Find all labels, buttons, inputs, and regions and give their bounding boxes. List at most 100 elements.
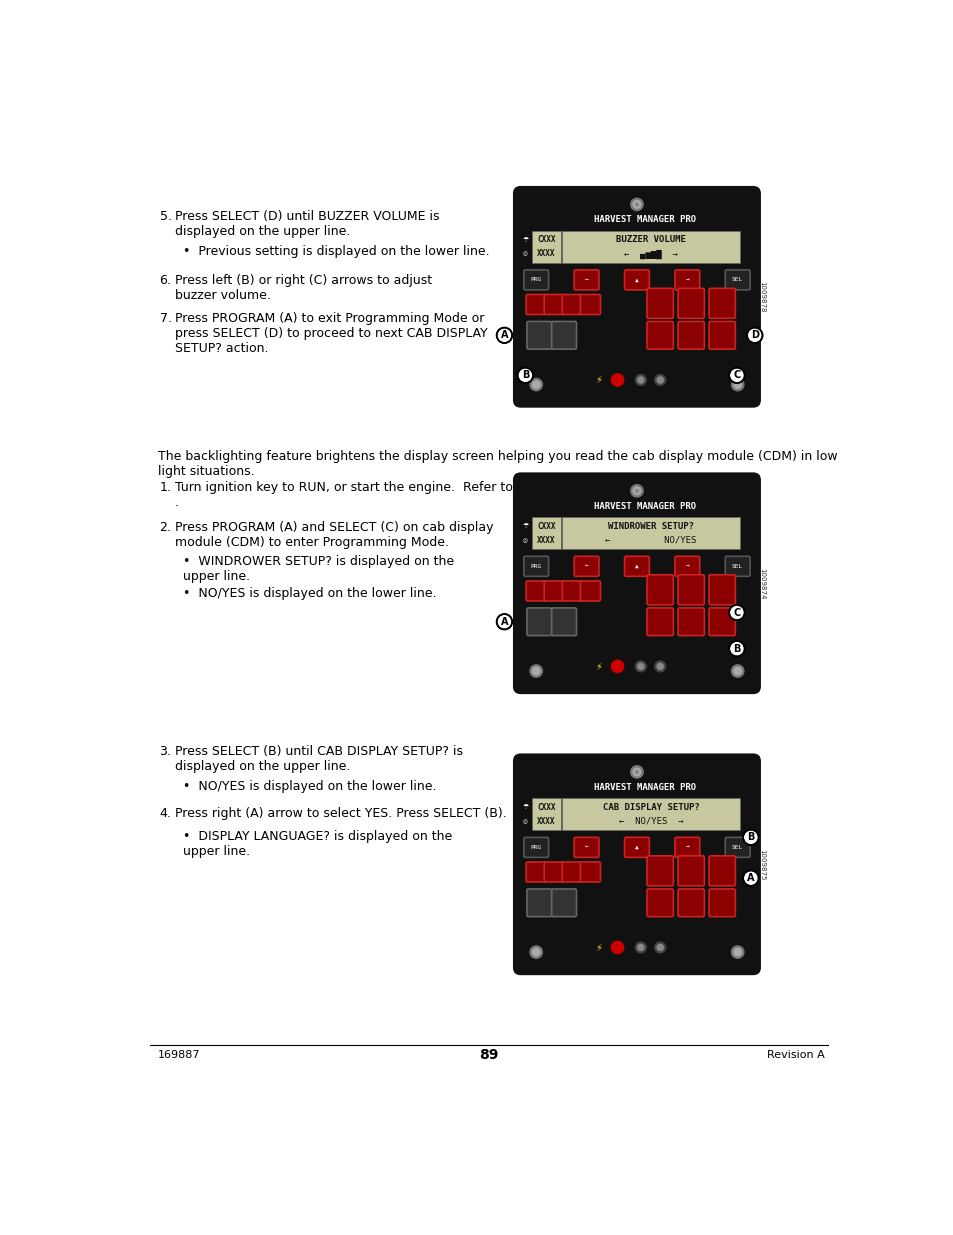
Text: 1009875: 1009875	[759, 848, 764, 881]
FancyBboxPatch shape	[525, 580, 546, 601]
FancyBboxPatch shape	[561, 294, 582, 315]
Circle shape	[633, 487, 640, 495]
Text: ⚡: ⚡	[594, 662, 601, 672]
FancyBboxPatch shape	[708, 889, 735, 916]
Text: A: A	[500, 616, 508, 626]
FancyBboxPatch shape	[517, 190, 756, 403]
FancyBboxPatch shape	[579, 862, 599, 882]
Circle shape	[657, 945, 662, 951]
FancyBboxPatch shape	[526, 889, 551, 916]
FancyBboxPatch shape	[646, 574, 673, 605]
Circle shape	[728, 641, 744, 656]
Text: ◎: ◎	[522, 252, 527, 257]
Circle shape	[731, 946, 743, 958]
Circle shape	[633, 768, 640, 776]
Text: B: B	[521, 370, 529, 380]
Text: CXXX: CXXX	[537, 235, 555, 245]
FancyBboxPatch shape	[646, 288, 673, 319]
Circle shape	[654, 661, 665, 672]
FancyBboxPatch shape	[678, 574, 703, 605]
FancyBboxPatch shape	[526, 608, 551, 636]
Text: Press PROGRAM (A) and SELECT (C) on cab display
module (CDM) to enter Programmin: Press PROGRAM (A) and SELECT (C) on cab …	[174, 521, 493, 548]
Circle shape	[630, 199, 642, 211]
Circle shape	[654, 942, 665, 953]
FancyBboxPatch shape	[678, 288, 703, 319]
Text: Press SELECT (D) until BUZZER VOLUME is
displayed on the upper line.: Press SELECT (D) until BUZZER VOLUME is …	[174, 210, 439, 238]
FancyBboxPatch shape	[678, 856, 703, 885]
Text: •  WINDROWER SETUP? is displayed on the
upper line.: • WINDROWER SETUP? is displayed on the u…	[183, 555, 454, 583]
FancyBboxPatch shape	[523, 270, 548, 290]
Text: 169887: 169887	[158, 1050, 200, 1061]
Text: ←          NO/YES: ← NO/YES	[604, 536, 696, 545]
Text: A: A	[746, 873, 754, 883]
Circle shape	[611, 374, 623, 387]
Circle shape	[517, 368, 533, 383]
Text: 1.: 1.	[159, 480, 172, 494]
Text: BUZZER VOLUME: BUZZER VOLUME	[616, 235, 685, 245]
Text: Press right (A) arrow to select YES. Press SELECT (B).: Press right (A) arrow to select YES. Pre…	[174, 806, 506, 820]
Circle shape	[637, 377, 643, 383]
FancyBboxPatch shape	[708, 288, 735, 319]
FancyBboxPatch shape	[574, 270, 598, 290]
FancyBboxPatch shape	[517, 758, 756, 971]
Circle shape	[633, 200, 640, 209]
FancyBboxPatch shape	[525, 294, 546, 315]
FancyBboxPatch shape	[646, 856, 673, 885]
Text: →: →	[685, 278, 688, 283]
Text: SEL: SEL	[731, 845, 742, 850]
Circle shape	[657, 663, 662, 669]
Text: PRG: PRG	[530, 845, 541, 850]
Text: ☂: ☂	[521, 804, 528, 810]
Circle shape	[497, 614, 512, 630]
Text: 1009874: 1009874	[759, 568, 764, 599]
Bar	[531, 798, 560, 830]
Text: CXXX: CXXX	[537, 521, 555, 531]
FancyBboxPatch shape	[724, 837, 749, 857]
Text: •  DISPLAY LANGUAGE? is displayed on the
upper line.: • DISPLAY LANGUAGE? is displayed on the …	[183, 830, 452, 857]
FancyBboxPatch shape	[674, 837, 699, 857]
Text: HARVEST MANAGER PRO: HARVEST MANAGER PRO	[593, 501, 695, 511]
FancyBboxPatch shape	[708, 856, 735, 885]
FancyBboxPatch shape	[513, 472, 760, 694]
Circle shape	[637, 663, 643, 669]
Text: ←: ←	[584, 564, 588, 569]
FancyBboxPatch shape	[574, 556, 598, 577]
Text: ←  ▄▅▆▇  →: ← ▄▅▆▇ →	[623, 249, 677, 258]
Circle shape	[733, 380, 740, 389]
Circle shape	[635, 374, 645, 385]
FancyBboxPatch shape	[561, 862, 582, 882]
Text: 7.: 7.	[159, 312, 172, 325]
FancyBboxPatch shape	[579, 294, 599, 315]
FancyBboxPatch shape	[525, 862, 546, 882]
Bar	[561, 231, 740, 263]
Text: XXXX: XXXX	[537, 249, 555, 258]
Circle shape	[635, 661, 645, 672]
Text: 3.: 3.	[159, 745, 172, 758]
FancyBboxPatch shape	[678, 889, 703, 916]
Text: The backlighting feature brightens the display screen helping you read the cab d: The backlighting feature brightens the d…	[158, 450, 837, 478]
Text: ⚡: ⚡	[594, 942, 601, 952]
Circle shape	[728, 368, 744, 383]
FancyBboxPatch shape	[574, 837, 598, 857]
Circle shape	[611, 941, 623, 953]
Text: 6.: 6.	[159, 274, 172, 287]
Text: WINDROWER SETUP?: WINDROWER SETUP?	[607, 521, 693, 531]
Circle shape	[637, 945, 643, 951]
Text: PRG: PRG	[530, 564, 541, 569]
Text: 2.: 2.	[159, 521, 172, 534]
Text: D: D	[750, 330, 758, 341]
Text: Press PROGRAM (A) to exit Programming Mode or
press SELECT (D) to proceed to nex: Press PROGRAM (A) to exit Programming Mo…	[174, 312, 487, 356]
Text: ◎: ◎	[522, 819, 527, 824]
Circle shape	[530, 946, 542, 958]
Text: Press left (B) or right (C) arrows to adjust
buzzer volume.: Press left (B) or right (C) arrows to ad…	[174, 274, 432, 301]
FancyBboxPatch shape	[543, 862, 564, 882]
Circle shape	[733, 948, 740, 956]
Text: •  Previous setting is displayed on the lower line.: • Previous setting is displayed on the l…	[183, 246, 489, 258]
Text: A: A	[500, 330, 508, 341]
Circle shape	[733, 667, 740, 674]
Circle shape	[630, 484, 642, 496]
Circle shape	[635, 771, 638, 773]
Circle shape	[657, 377, 662, 383]
Text: 4.: 4.	[159, 806, 172, 820]
Text: ☂: ☂	[521, 524, 528, 529]
